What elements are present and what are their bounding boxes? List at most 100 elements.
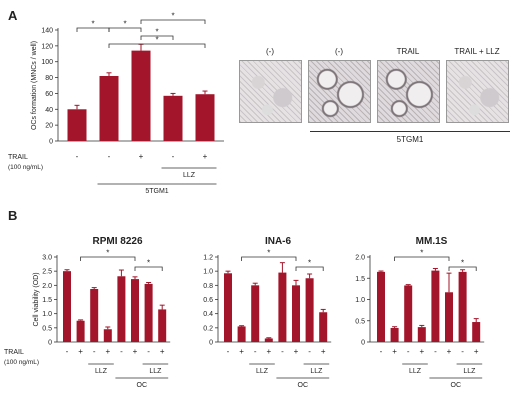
- chart0-significance-star: *: [155, 36, 158, 45]
- chart0-bar: [99, 75, 119, 141]
- chart1-bar: [63, 271, 71, 342]
- micrograph-group-line: [310, 131, 510, 132]
- chart3-bar: [417, 327, 426, 342]
- chart1-y-tick-label: 2.0: [42, 283, 52, 290]
- chart2-y-tick-label: 1.2: [203, 255, 213, 262]
- chart2-group-label: OC: [298, 382, 309, 389]
- micrograph-5tgm1-trail-llz: [446, 60, 509, 123]
- chart3-group-label: OC: [451, 382, 462, 389]
- chart3-trail-sign: +: [474, 347, 479, 356]
- chart2-bar: [305, 278, 314, 342]
- chart2-significance-star: *: [267, 249, 270, 258]
- chart0-y-axis-label: OCs formation (MNCs / well): [31, 41, 38, 130]
- micrograph-5tgm1-trail: [377, 60, 440, 123]
- chart0-bar: [67, 109, 87, 141]
- chart3-bar: [431, 270, 440, 342]
- chart0-significance-star: *: [155, 28, 158, 37]
- chart1-group-label: OC: [137, 382, 148, 389]
- chart0-trail-sign: +: [139, 152, 144, 161]
- chart0-significance-bracket: [140, 19, 206, 24]
- chart2-trail-sign: +: [266, 347, 271, 356]
- chart2-trail-sign: -: [254, 347, 257, 356]
- chart0-y-tick-label: 100: [41, 59, 53, 66]
- chart2-trail-sign: -: [308, 347, 311, 356]
- chart1-y-tick-label: 0.5: [42, 325, 52, 332]
- panel-a-label: A: [8, 8, 18, 23]
- chart1-trail-sign: -: [66, 347, 69, 356]
- chart1-y-axis-label: Cell viability (OD): [33, 272, 40, 326]
- chart0-bar: [195, 94, 215, 141]
- chart2-trail-sign: +: [294, 347, 299, 356]
- chart0-significance-star: *: [91, 20, 94, 29]
- chart2-y-tick-label: 0.6: [203, 297, 213, 304]
- chart1-trail-sign: -: [120, 347, 123, 356]
- chart0-significance-star: *: [123, 20, 126, 29]
- chart0-y-tick-label: 20: [45, 123, 53, 130]
- chart0-y-tick-label: 140: [41, 28, 53, 35]
- chart3-trail-sign: -: [434, 347, 437, 356]
- chart1-y-tick-label: 0: [48, 340, 52, 347]
- chart2-bar: [278, 272, 287, 342]
- chart3-significance-bracket: [448, 266, 477, 271]
- chart2-y-tick-label: 0.2: [203, 325, 213, 332]
- chart3-significance-star: *: [461, 259, 464, 268]
- chart3-group-label: LLZ: [409, 368, 422, 375]
- chart0-trail-sign: -: [108, 152, 111, 161]
- chart0-bar: [163, 95, 183, 141]
- chart0-y-tick-label: 60: [45, 91, 53, 98]
- chart0-trail-sign: -: [172, 152, 175, 161]
- micrograph-label-3: TRAIL: [396, 47, 420, 56]
- chart0-significance-bracket: [108, 43, 206, 48]
- chart3-bar: [458, 271, 467, 342]
- chart1-y-tick-label: 3.0: [42, 255, 52, 262]
- chart3-trail-sign: -: [380, 347, 383, 356]
- chart0-significance-bracket: [76, 27, 110, 32]
- chart2-group-label: LLZ: [310, 368, 323, 375]
- chart1-bar: [131, 279, 139, 342]
- chart1-trail-sign: +: [133, 347, 138, 356]
- chart3-y-tick-label: 1.0: [355, 297, 365, 304]
- chart2-trail-sign: +: [321, 347, 326, 356]
- chart3-significance-star: *: [420, 249, 423, 258]
- chart1-group-label: LLZ: [149, 368, 162, 375]
- chart3-significance-bracket: [394, 256, 450, 261]
- chart2-y-tick-label: 0.4: [203, 311, 213, 318]
- chart2-bar: [224, 273, 232, 342]
- chart1-significance-star: *: [106, 249, 109, 258]
- chart2-title: INA-6: [265, 236, 292, 247]
- chart1-significance-bracket: [80, 256, 136, 261]
- chart2-bar: [237, 326, 246, 342]
- chart3-title: MM.1S: [416, 236, 448, 247]
- chart3-trail-sign: +: [447, 347, 452, 356]
- chart2-bar: [251, 285, 260, 342]
- chart0-significance-bracket: [108, 27, 142, 32]
- chart2-significance-bracket: [295, 266, 324, 271]
- chart2-trail-sign: +: [239, 347, 244, 356]
- chart3-bar: [377, 271, 385, 342]
- chart3-bar: [390, 327, 399, 342]
- chart0-trail-sign: -: [76, 152, 79, 161]
- chart0-y-tick-label: 120: [41, 43, 53, 50]
- chart1-bar: [158, 309, 167, 342]
- chart1-y-tick-label: 1.0: [42, 311, 52, 318]
- micrograph-group-label: 5TGM1: [396, 135, 424, 144]
- chart1-significance-bracket: [134, 266, 163, 271]
- chart2-significance-bracket: [241, 256, 297, 261]
- chart3-trail-sign: -: [407, 347, 410, 356]
- chart1-bar: [76, 320, 85, 342]
- chart2-trail-sign: -: [227, 347, 230, 356]
- chart0-y-tick-label: 40: [45, 107, 53, 114]
- chart3-trail-sign: -: [461, 347, 464, 356]
- chart2-bar: [319, 312, 328, 342]
- chart0-trail-label: TRAIL: [8, 154, 28, 161]
- chart3-trail-sign: +: [392, 347, 397, 356]
- chart1-trail-sign: -: [93, 347, 96, 356]
- micrograph-label-1: (-): [266, 47, 274, 56]
- chart1-trail-label: TRAIL: [4, 349, 24, 356]
- chart3-y-tick-label: 0: [361, 340, 365, 347]
- chart0-significance-star: *: [171, 12, 174, 21]
- chart3-y-tick-label: 0.5: [355, 318, 365, 325]
- chart1-bar: [90, 289, 99, 342]
- chart1-y-tick-label: 1.5: [42, 297, 52, 304]
